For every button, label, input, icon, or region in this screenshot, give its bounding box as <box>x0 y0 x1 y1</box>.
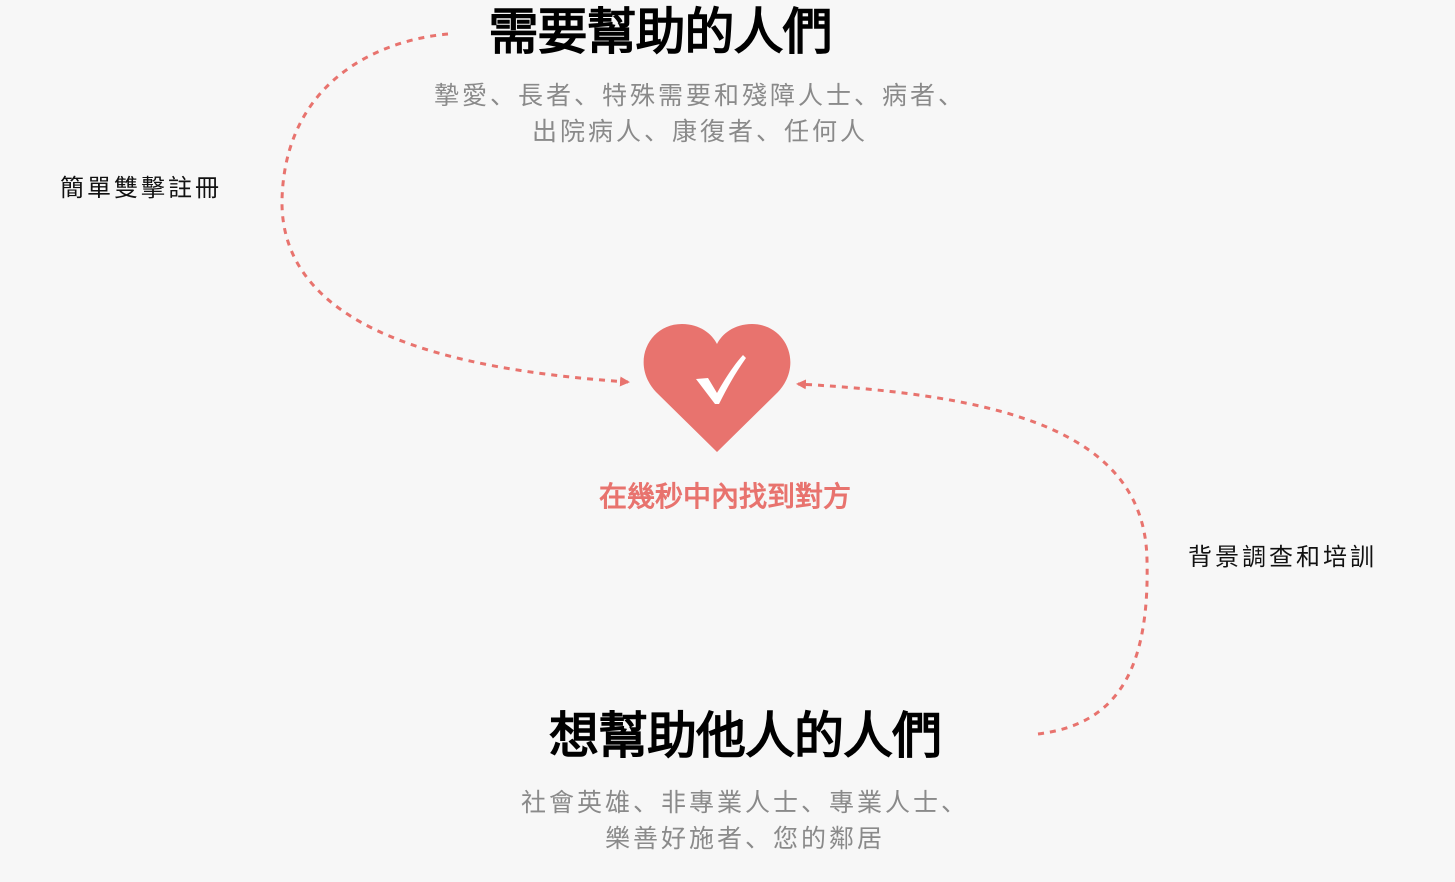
bottom-group-description-line-2: 樂善好施者、您的鄰居 <box>604 824 885 853</box>
bottom-group-description-line-1: 社會英雄、非專業人士、專業人士、 <box>520 788 969 817</box>
bottom-group-description: 社會英雄、非專業人士、專業人士、 樂善好施者、您的鄰居 <box>420 785 1070 857</box>
top-group-title: 需要幫助的人們 <box>488 3 833 61</box>
top-group-description: 摯愛、長者、特殊需要和殘障人士、病者、 出院病人、康復者、任何人 <box>360 78 1040 150</box>
top-connector-arrow <box>280 32 630 387</box>
heart-check-icon <box>643 324 791 452</box>
top-group-description-line-2: 出院病人、康復者、任何人 <box>531 117 868 146</box>
bottom-group-title: 想幫助他人的人們 <box>549 707 942 765</box>
bottom-connector-arrow <box>796 379 1149 736</box>
left-step-label: 簡單雙擊註冊 <box>60 174 222 202</box>
right-step-label: 背景調查和培訓 <box>1188 543 1377 571</box>
center-caption: 在幾秒中內找到對方 <box>598 480 851 513</box>
top-group-description-line-1: 摯愛、長者、特殊需要和殘障人士、病者、 <box>433 81 966 110</box>
checkmark-icon <box>696 355 746 404</box>
heart-shape <box>643 324 791 452</box>
